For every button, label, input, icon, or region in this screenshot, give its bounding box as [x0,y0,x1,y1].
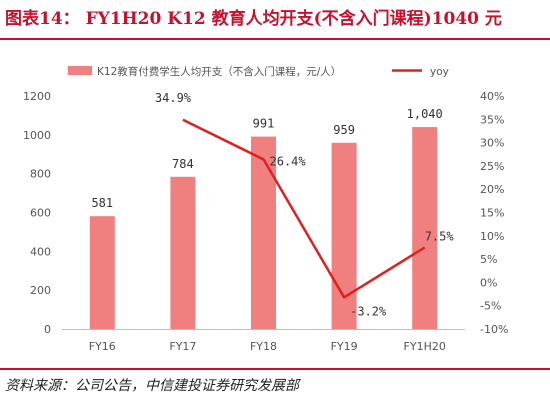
bar-fy1h20 [412,127,438,329]
right-axis-tick-label: -5% [480,300,501,313]
legend: K12教育付费学生人均开支（不含入门课程，元/人） yoy [68,65,449,78]
left-axis-tick-label: 400 [30,245,51,258]
x-axis-tick-label: FY19 [331,340,358,353]
bar-series: 581 784 991 959 1,040 [89,107,443,329]
bar-value-label: 784 [172,157,194,171]
left-axis-tick-label: 800 [30,168,51,181]
bar-value-label: 991 [253,117,275,131]
legend-label-bar: K12教育付费学生人均开支（不含入门课程，元/人） [97,65,341,78]
left-axis-tick-label: 1200 [23,90,51,103]
right-axis-tick-label: 25% [480,160,504,173]
right-axis-tick-label: 0% [480,276,497,289]
right-axis-tick-label: 35% [480,113,504,126]
yoy-value-label: 34.9% [155,91,192,105]
left-axis-tick-label: 1000 [23,129,51,142]
x-axis-tick-label: FY1H20 [404,340,446,353]
bar-value-label: 1,040 [407,107,443,121]
x-axis-tick-label: FY17 [169,340,196,353]
bar-fy17 [170,176,196,329]
chart: K12教育付费学生人均开支（不含入门课程，元/人） yoy 0 200 400 600 8… [23,65,508,353]
bar-fy16 [89,216,115,329]
yoy-line-series: 34.9% 26.4% -3.2% 7.5% [155,91,454,319]
source-note: 资料来源：公司公告，中信建投证券研究发展部 [5,378,299,394]
right-axis-tick-label: 5% [480,253,497,266]
bar-fy18 [251,136,276,329]
left-axis-tick-label: 600 [30,207,51,220]
x-axis: FY16 FY17 FY18 FY19 FY1H20 [62,329,465,353]
right-axis-tick-label: 10% [480,230,504,243]
chart-title: 图表14： FY1H20 K12 教育人均开支(不含入门课程)1040 元 [5,9,502,29]
right-axis: -10% -5% 0% 5% 10% 15% 20% 25% 30% 35% 40% [480,90,508,336]
left-axis: 0 200 400 600 800 1000 1200 [23,90,51,336]
yoy-value-label: 26.4% [270,154,307,168]
right-axis-tick-label: 20% [480,183,504,196]
bar-value-label: 581 [91,196,113,210]
x-axis-tick-label: FY16 [89,340,116,353]
right-axis-tick-label: 40% [480,90,504,103]
right-axis-tick-label: 30% [480,137,504,150]
bar-value-label: 959 [333,123,355,137]
right-axis-tick-label: 15% [480,207,504,220]
title-divider [0,38,550,40]
x-axis-tick-label: FY18 [250,340,277,353]
legend-swatch-bar [68,66,92,75]
yoy-value-label: 7.5% [425,229,455,243]
right-axis-tick-label: -10% [480,323,508,336]
legend-label-line: yoy [430,66,449,78]
bar-fy19 [331,142,357,329]
source-divider [0,368,550,370]
left-axis-tick-label: 0 [44,323,51,336]
yoy-line [182,118,426,299]
yoy-value-label: -3.2% [350,304,387,318]
left-axis-tick-label: 200 [30,284,51,297]
